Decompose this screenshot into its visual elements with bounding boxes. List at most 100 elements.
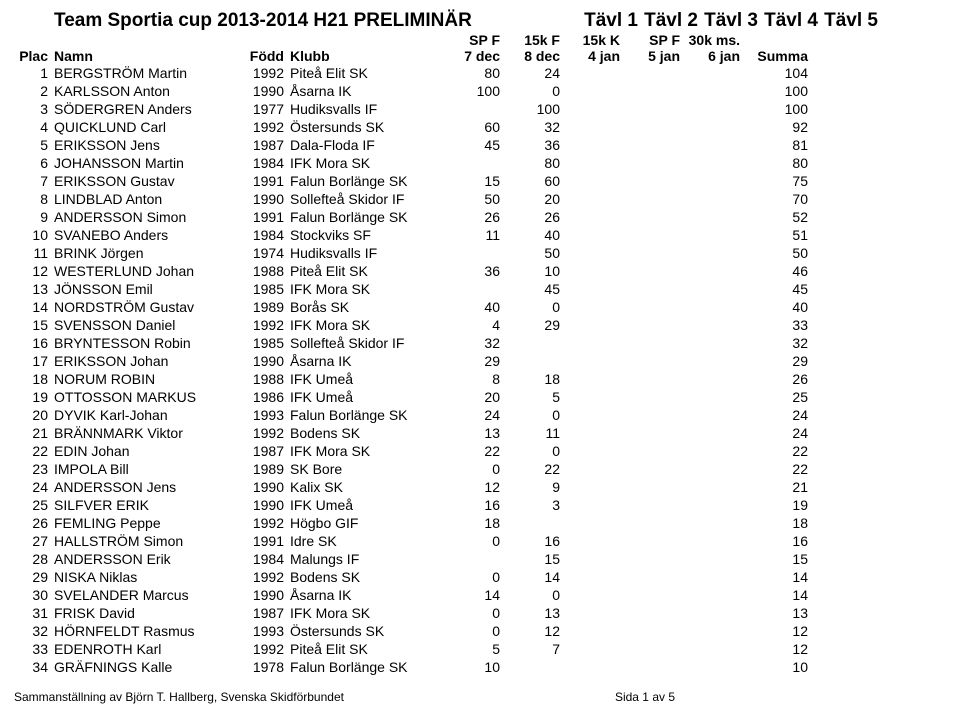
hdr-d3: 4 jan [560, 48, 620, 64]
cell-fodd: 1992 [234, 118, 290, 136]
cell-t4 [620, 478, 680, 496]
cell-plac: 22 [14, 442, 54, 460]
cell-t3 [560, 442, 620, 460]
cell-klubb: IFK Mora SK [290, 442, 440, 460]
cell-namn: HÖRNFELDT Rasmus [54, 622, 234, 640]
cell-namn: WESTERLUND Johan [54, 262, 234, 280]
cell-fodd: 1986 [234, 388, 290, 406]
cell-klubb: Falun Borlänge SK [290, 406, 440, 424]
cell-t5 [680, 208, 740, 226]
cell-t5 [680, 280, 740, 298]
cell-t5 [680, 118, 740, 136]
cell-fodd: 1991 [234, 208, 290, 226]
cell-t1: 0 [440, 532, 500, 550]
cell-t5 [680, 658, 740, 676]
cell-t3 [560, 460, 620, 478]
cell-fodd: 1992 [234, 568, 290, 586]
table-row: 8LINDBLAD Anton1990Sollefteå Skidor IF50… [14, 190, 946, 208]
cell-t5 [680, 244, 740, 262]
cell-summa: 75 [740, 172, 808, 190]
cell-t3 [560, 496, 620, 514]
cell-t3 [560, 172, 620, 190]
cell-t3 [560, 514, 620, 532]
cell-t1: 16 [440, 496, 500, 514]
cell-t2: 10 [500, 262, 560, 280]
cell-fodd: 1990 [234, 352, 290, 370]
cell-t5 [680, 388, 740, 406]
cell-t1: 60 [440, 118, 500, 136]
cell-summa: 51 [740, 226, 808, 244]
cell-plac: 6 [14, 154, 54, 172]
cell-t2: 20 [500, 190, 560, 208]
cell-namn: BRYNTESSON Robin [54, 334, 234, 352]
cell-fodd: 1984 [234, 226, 290, 244]
cell-fodd: 1992 [234, 514, 290, 532]
cell-t3 [560, 388, 620, 406]
cell-t5 [680, 136, 740, 154]
cell-t1: 26 [440, 208, 500, 226]
cell-t4 [620, 406, 680, 424]
hdr-s2: 15k F [500, 32, 560, 48]
cell-t1: 0 [440, 568, 500, 586]
cell-t2: 29 [500, 316, 560, 334]
cell-summa: 81 [740, 136, 808, 154]
cell-klubb: Stockviks SF [290, 226, 440, 244]
cell-plac: 33 [14, 640, 54, 658]
cell-summa: 12 [740, 622, 808, 640]
table-row: 21BRÄNNMARK Viktor1992Bodens SK131124 [14, 424, 946, 442]
hdr-t2: Tävl 2 [638, 10, 698, 32]
cell-plac: 15 [14, 316, 54, 334]
cell-t4 [620, 514, 680, 532]
table-row: 9ANDERSSON Simon1991Falun Borlänge SK262… [14, 208, 946, 226]
cell-t4 [620, 82, 680, 100]
cell-t1: 22 [440, 442, 500, 460]
cell-t2: 12 [500, 622, 560, 640]
table-row: 34GRÄFNINGS Kalle1978Falun Borlänge SK10… [14, 658, 946, 676]
cell-t1: 5 [440, 640, 500, 658]
cell-fodd: 1989 [234, 298, 290, 316]
cell-t1: 11 [440, 226, 500, 244]
cell-summa: 40 [740, 298, 808, 316]
cell-t2: 80 [500, 154, 560, 172]
cell-t2: 13 [500, 604, 560, 622]
cell-klubb: Åsarna IK [290, 352, 440, 370]
cell-fodd: 1992 [234, 424, 290, 442]
cell-t5 [680, 172, 740, 190]
table-row: 10SVANEBO Anders1984Stockviks SF114051 [14, 226, 946, 244]
cell-t1: 20 [440, 388, 500, 406]
cell-t4 [620, 208, 680, 226]
cell-namn: FEMLING Peppe [54, 514, 234, 532]
table-row: 19OTTOSSON MARKUS1986IFK Umeå20525 [14, 388, 946, 406]
cell-klubb: Falun Borlänge SK [290, 658, 440, 676]
cell-t4 [620, 136, 680, 154]
cell-plac: 9 [14, 208, 54, 226]
cell-t4 [620, 262, 680, 280]
cell-t4 [620, 64, 680, 82]
cell-fodd: 1978 [234, 658, 290, 676]
cell-t5 [680, 604, 740, 622]
hdr-s1: SP F [440, 32, 500, 48]
cell-t2: 0 [500, 82, 560, 100]
cell-summa: 50 [740, 244, 808, 262]
results-table-body: 1BERGSTRÖM Martin1992Piteå Elit SK802410… [14, 64, 946, 676]
cell-plac: 11 [14, 244, 54, 262]
cell-t2: 18 [500, 370, 560, 388]
cell-t1: 14 [440, 586, 500, 604]
cell-namn: JOHANSSON Martin [54, 154, 234, 172]
hdr-d4: 5 jan [620, 48, 680, 64]
hdr-t1: Tävl 1 [578, 10, 638, 32]
cell-klubb: Sollefteå Skidor IF [290, 334, 440, 352]
cell-t1: 4 [440, 316, 500, 334]
hdr-s3: 15k K [560, 32, 620, 48]
cell-t3 [560, 604, 620, 622]
cell-t3 [560, 82, 620, 100]
cell-namn: FRISK David [54, 604, 234, 622]
cell-t3 [560, 118, 620, 136]
cell-t4 [620, 424, 680, 442]
cell-fodd: 1992 [234, 640, 290, 658]
cell-t1: 24 [440, 406, 500, 424]
cell-t5 [680, 640, 740, 658]
cell-t5 [680, 352, 740, 370]
cell-t3 [560, 586, 620, 604]
cell-t1 [440, 244, 500, 262]
